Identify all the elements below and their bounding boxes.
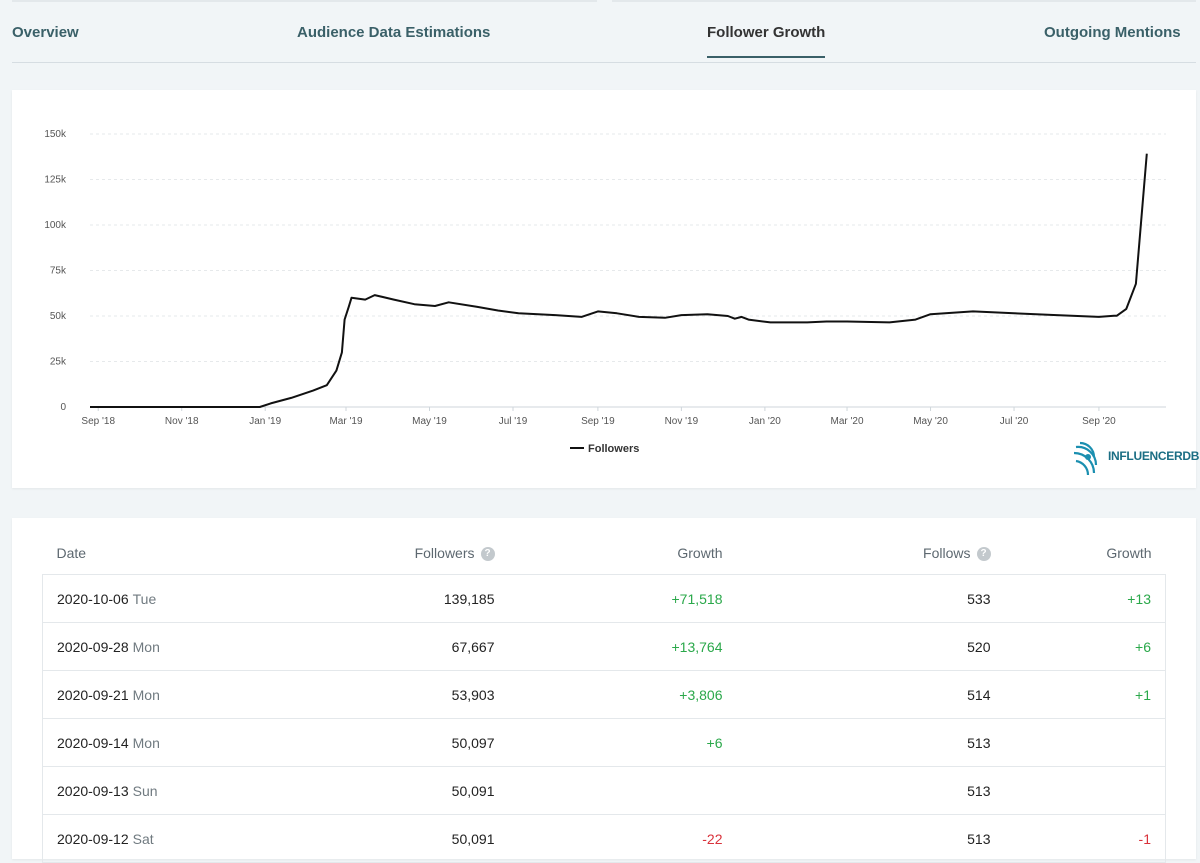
tab-overview[interactable]: Overview [12,24,79,41]
cell-followers-growth: +13,764 [508,622,737,671]
x-tick-label: Jan '19 [249,416,281,427]
cell-follows-growth: +1 [1004,670,1166,719]
cell-follows-growth [1004,718,1166,767]
cell-follows: 514 [736,670,1005,719]
cell-follows-growth: +13 [1004,574,1166,623]
help-icon[interactable]: ? [480,547,495,562]
table-row: 2020-10-06 Tue 139,185 +71,518 533 +13 [42,574,1166,623]
date-value: 2020-09-28 [57,638,129,655]
cell-date: 2020-09-21 Mon [42,670,301,719]
x-tick-label: Jul '19 [499,416,528,427]
x-tick-label: Jan '20 [749,416,781,427]
table-row: 2020-09-21 Mon 53,903 +3,806 514 +1 [42,670,1166,719]
cell-follows: 533 [736,574,1005,623]
cell-date: 2020-10-06 Tue [42,574,301,623]
cell-followers-growth: -22 [508,814,737,863]
cell-followers-growth [508,766,737,815]
col-header-followers[interactable]: Followers? [300,532,509,575]
date-value: 2020-09-14 [57,734,129,751]
follower-growth-chart-card: 150k 125k 100k 75k 50k 25k 0 Sep '18 Nov '18 Jan… [12,90,1199,488]
y-axis: 150k 125k 100k 75k 50k 25k 0 [44,129,67,413]
weekday-value: Sat [132,830,154,847]
table-row: 2020-09-28 Mon 67,667 +13,764 520 +6 [42,622,1166,671]
cell-date: 2020-09-28 Mon [42,622,301,671]
logo-mark-icon [1073,441,1098,476]
x-tick-label: Mar '20 [831,416,864,427]
cell-followers: 50,091 [300,814,509,863]
legend-label-followers: Followers [588,443,639,455]
y-tick-label: 25k [50,357,67,368]
card-edge [612,0,1196,2]
cell-followers-growth: +6 [508,718,737,767]
cell-followers-growth: +71,518 [508,574,737,623]
cell-followers: 139,185 [300,574,509,623]
tab-audience-data-estimations[interactable]: Audience Data Estimations [297,24,491,41]
date-value: 2020-09-21 [57,686,129,703]
influencerdb-logo: INFLUENCERDB [1072,435,1199,479]
x-tick-label: Jul '20 [1000,416,1029,427]
follower-history-table: Date Followers? Growth Follows? Growth 2… [42,532,1166,863]
y-tick-label: 50k [50,311,67,322]
col-header-follows-growth[interactable]: Growth [1004,532,1166,575]
tab-follower-growth[interactable]: Follower Growth [707,24,826,58]
col-header-growth[interactable]: Growth [508,532,737,575]
cell-follows-growth: -1 [1004,814,1166,863]
x-tick-label: Nov '19 [665,416,699,427]
weekday-value: Mon [132,638,160,655]
cell-followers-growth: +3,806 [508,670,737,719]
cell-follows: 513 [736,766,1005,815]
table-row: 2020-09-13 Sun 50,091 513 [42,766,1166,815]
cell-followers: 50,091 [300,766,509,815]
grid-lines [90,133,1166,408]
cell-date: 2020-09-13 Sun [42,766,301,815]
y-tick-label: 125k [44,175,67,186]
cell-follows: 513 [736,814,1005,863]
x-tick-label: May '19 [412,416,447,427]
date-value: 2020-10-06 [57,590,129,607]
tab-outgoing-mentions[interactable]: Outgoing Mentions [1044,24,1181,41]
cell-followers: 53,903 [300,670,509,719]
cell-date: 2020-09-12 Sat [42,814,301,863]
follower-growth-chart: 150k 125k 100k 75k 50k 25k 0 Sep '18 Nov '18 Jan… [44,129,1166,455]
cell-follows-growth [1004,766,1166,815]
weekday-value: Tue [132,590,157,607]
help-icon[interactable]: ? [976,547,991,562]
col-header-date[interactable]: Date [42,532,301,575]
x-tick-label: Sep '19 [581,416,615,427]
series-line-followers [90,153,1148,408]
x-tick-label: May '20 [913,416,948,427]
y-tick-label: 150k [44,129,67,140]
tab-bar: Overview Audience Data Estimations Follo… [12,0,1196,63]
legend: Followers [570,443,639,455]
x-tick-label: Mar '19 [329,416,362,427]
follower-history-card: Date Followers? Growth Follows? Growth 2… [12,518,1196,863]
cell-followers: 67,667 [300,622,509,671]
cell-date: 2020-09-14 Mon [42,718,301,767]
y-tick-label: 0 [60,402,66,413]
card-edge [12,0,597,2]
cell-follows: 513 [736,718,1005,767]
date-value: 2020-09-13 [57,782,129,799]
y-tick-label: 100k [44,220,67,231]
table-header-row: Date Followers? Growth Follows? Growth [42,532,1166,575]
weekday-value: Sun [132,782,158,799]
cell-followers: 50,097 [300,718,509,767]
x-axis: Sep '18 Nov '18 Jan '19 Mar '19 May '19 Jul '… [81,407,1116,427]
logo-text: INFLUENCERDB [1108,449,1200,463]
y-tick-label: 75k [50,266,67,277]
table-row: 2020-09-14 Mon 50,097 +6 513 [42,718,1166,767]
table-row: 2020-09-12 Sat 50,091 -22 513 -1 [42,814,1166,863]
x-tick-label: Sep '20 [1082,416,1116,427]
x-tick-label: Nov '18 [165,416,199,427]
cell-follows: 520 [736,622,1005,671]
cell-follows-growth: +6 [1004,622,1166,671]
weekday-value: Mon [132,734,160,751]
col-header-follows[interactable]: Follows? [736,532,1005,575]
date-value: 2020-09-12 [57,830,129,847]
x-tick-label: Sep '18 [81,416,115,427]
weekday-value: Mon [132,686,160,703]
